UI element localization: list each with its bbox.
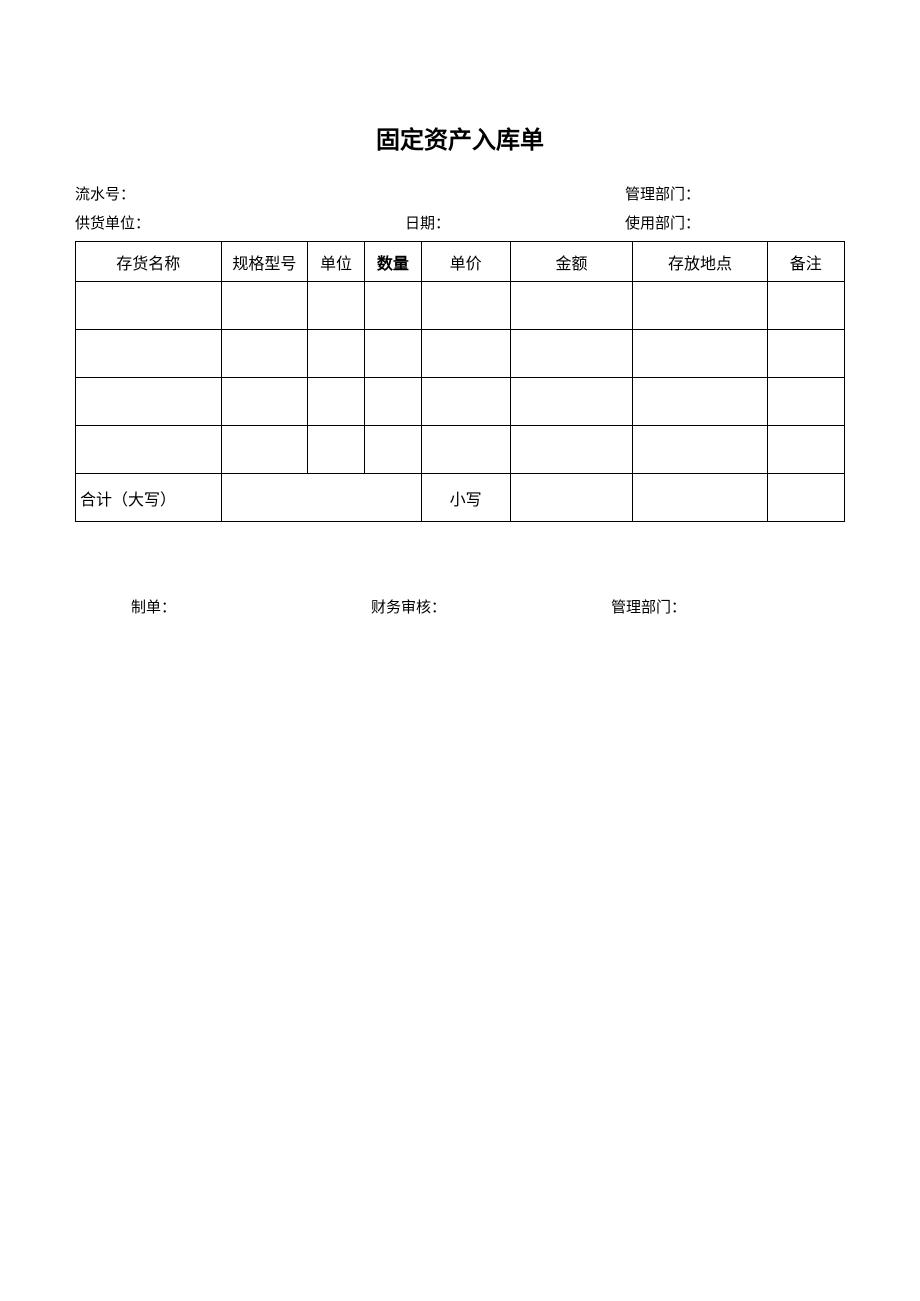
meta-spacer xyxy=(405,183,625,204)
footer-remark-cell xyxy=(767,474,844,522)
cell xyxy=(76,378,222,426)
table-row xyxy=(76,378,845,426)
cell xyxy=(308,330,365,378)
meta-row-1: 流水号： 管理部门： xyxy=(75,183,845,204)
col-header-unit: 单位 xyxy=(308,242,365,282)
col-header-qty: 数量 xyxy=(364,242,421,282)
col-header-amount: 金额 xyxy=(510,242,633,282)
document-title: 固定资产入库单 xyxy=(75,120,845,155)
cell xyxy=(633,330,767,378)
cell xyxy=(767,426,844,474)
total-lowercase-value xyxy=(510,474,633,522)
cell xyxy=(308,282,365,330)
footer-location-cell xyxy=(633,474,767,522)
serial-number-label: 流水号： xyxy=(75,183,405,204)
cell xyxy=(633,426,767,474)
use-dept-label: 使用部门： xyxy=(625,212,845,233)
cell xyxy=(364,330,421,378)
cell xyxy=(76,330,222,378)
management-dept-label: 管理部门： xyxy=(625,183,845,204)
table-footer-row: 合计（大写） 小写 xyxy=(76,474,845,522)
cell xyxy=(767,282,844,330)
table-row xyxy=(76,282,845,330)
cell xyxy=(421,330,510,378)
cell xyxy=(633,282,767,330)
cell xyxy=(510,378,633,426)
inventory-table: 存货名称 规格型号 单位 数量 单价 金额 存放地点 备注 合计（大写） 小写 xyxy=(75,241,845,522)
col-header-price: 单价 xyxy=(421,242,510,282)
date-label: 日期： xyxy=(405,212,625,233)
cell xyxy=(767,330,844,378)
cell xyxy=(364,378,421,426)
cell xyxy=(510,330,633,378)
cell xyxy=(221,330,307,378)
cell xyxy=(76,426,222,474)
cell xyxy=(421,378,510,426)
cell xyxy=(308,426,365,474)
total-uppercase-value xyxy=(221,474,421,522)
cell xyxy=(221,426,307,474)
signature-row: 制单： 财务审核： 管理部门： xyxy=(75,596,845,617)
cell xyxy=(221,378,307,426)
col-header-name: 存货名称 xyxy=(76,242,222,282)
table-row xyxy=(76,330,845,378)
cell xyxy=(421,426,510,474)
table-row xyxy=(76,426,845,474)
cell xyxy=(767,378,844,426)
cell xyxy=(364,282,421,330)
cell xyxy=(510,282,633,330)
cell xyxy=(421,282,510,330)
finance-signature-label: 财务审核： xyxy=(371,596,611,617)
total-lowercase-label: 小写 xyxy=(421,474,510,522)
cell xyxy=(510,426,633,474)
cell xyxy=(633,378,767,426)
cell xyxy=(364,426,421,474)
cell xyxy=(308,378,365,426)
cell xyxy=(221,282,307,330)
col-header-location: 存放地点 xyxy=(633,242,767,282)
total-uppercase-label: 合计（大写） xyxy=(76,474,222,522)
cell xyxy=(76,282,222,330)
supplier-label: 供货单位： xyxy=(75,212,405,233)
maker-signature-label: 制单： xyxy=(131,596,371,617)
meta-row-2: 供货单位： 日期： 使用部门： xyxy=(75,212,845,233)
col-header-spec: 规格型号 xyxy=(221,242,307,282)
mgmt-signature-label: 管理部门： xyxy=(611,596,851,617)
table-header-row: 存货名称 规格型号 单位 数量 单价 金额 存放地点 备注 xyxy=(76,242,845,282)
col-header-remark: 备注 xyxy=(767,242,844,282)
